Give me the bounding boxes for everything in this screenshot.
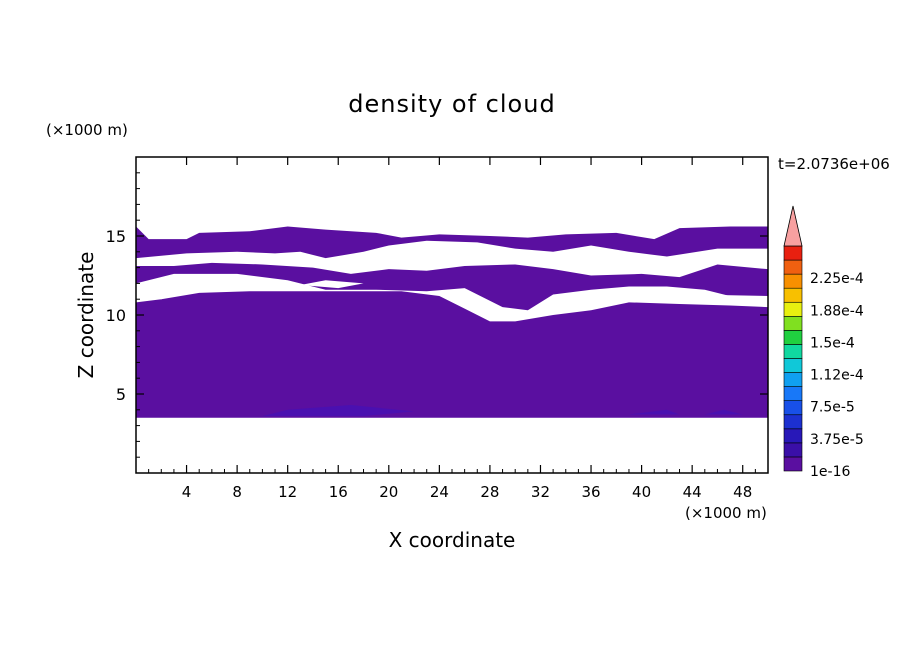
chart-title: density of cloud [348, 90, 555, 118]
colorbar-label: 1.5e-4 [810, 335, 855, 351]
x-tick-label: 12 [278, 483, 297, 501]
colorbar-segment [783, 259, 803, 275]
colorbar-segment [783, 287, 803, 303]
y-axis-label: Z coordinate [74, 252, 98, 379]
cloud-gap [666, 294, 768, 303]
x-tick-label: 36 [581, 483, 600, 501]
x-axis-label: X coordinate [389, 528, 516, 552]
y-tick-label: 10 [106, 306, 126, 325]
x-unit-label: (×1000 m) [685, 504, 767, 522]
x-tick-label: 32 [531, 483, 550, 501]
cloud-base-patch [262, 405, 415, 417]
colorbar-segment [783, 372, 803, 387]
x-tick-label: 48 [733, 483, 752, 501]
colorbar-segment [783, 245, 803, 261]
x-tick-label: 8 [232, 483, 242, 501]
colorbar-segment [783, 428, 803, 444]
x-tick-label: 28 [480, 483, 499, 501]
y-unit-label: (×1000 m) [46, 121, 128, 139]
colorbar-segment [783, 316, 803, 331]
colorbar-segment [783, 330, 803, 345]
x-axis-ticks: 4 8 12 16 20 24 28 32 36 40 44 48 [148, 157, 756, 501]
colorbar-label: 3.75e-5 [810, 432, 864, 448]
cloud-middle-band [136, 262, 768, 311]
x-tick-label: 20 [379, 483, 398, 501]
colorbar-overflow-arrow [783, 205, 803, 247]
x-tick-label: 44 [683, 483, 702, 501]
x-tick-label: 4 [182, 483, 192, 501]
cloud-upper-layer [136, 226, 768, 259]
y-axis-ticks: 5 10 15 [106, 172, 768, 458]
x-tick-label: 40 [632, 483, 651, 501]
x-tick-label: 24 [430, 483, 449, 501]
colorbar-segment [783, 344, 803, 359]
colorbar-label: 1.88e-4 [810, 303, 864, 319]
colorbar-segment [783, 456, 803, 472]
cloud-density-field [136, 226, 768, 418]
colorbar: 1e-16 3.75e-5 7.5e-5 1.12e-4 1.5e-4 1.88e-4 2.… [783, 205, 864, 480]
colorbar-segment [783, 386, 803, 401]
colorbar-segment [783, 414, 803, 430]
colorbar-segment [783, 273, 803, 289]
colorbar-label: 7.5e-5 [810, 400, 855, 416]
colorbar-segment [783, 358, 803, 373]
colorbar-segment [783, 400, 803, 416]
colorbar-segment [783, 442, 803, 458]
colorbar-label: 2.25e-4 [810, 271, 864, 287]
cloud-base-patch [704, 409, 743, 415]
cloud-lower-body [136, 291, 768, 418]
colorbar-label: 1.12e-4 [810, 368, 864, 384]
y-tick-label: 5 [116, 385, 126, 404]
colorbar-label: 1e-16 [810, 464, 850, 480]
time-label: t=2.0736e+06 [778, 155, 890, 173]
y-tick-label: 15 [106, 227, 126, 246]
cloud-base-patch [628, 409, 680, 415]
colorbar-segment [783, 301, 803, 317]
cloud-gap [300, 280, 364, 289]
cloud-gap [136, 283, 187, 300]
x-tick-label: 16 [329, 483, 348, 501]
